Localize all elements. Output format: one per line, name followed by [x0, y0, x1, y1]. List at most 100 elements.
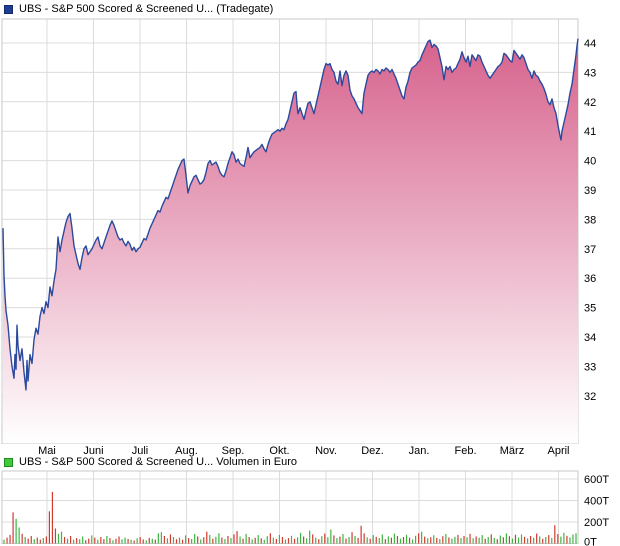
volume-bar: [145, 540, 147, 544]
volume-bar: [533, 537, 535, 544]
volume-bar: [363, 533, 365, 544]
volume-bar: [130, 539, 132, 544]
price-ytick-label: 34: [584, 332, 596, 344]
volume-bar: [66, 538, 69, 544]
volume-bar: [112, 540, 114, 544]
volume-bar: [269, 533, 271, 544]
volume-bar: [387, 536, 389, 544]
volume-bar: [315, 537, 317, 544]
volume-bar: [63, 537, 66, 544]
volume-bar: [245, 533, 247, 544]
volume-bar: [306, 538, 308, 544]
volume-bar: [354, 536, 356, 544]
volume-bar: [69, 536, 72, 544]
month-label: März: [500, 445, 524, 457]
volume-bar: [520, 534, 523, 544]
volume-bar: [160, 532, 162, 544]
volume-bar: [342, 534, 344, 544]
volume-bar: [548, 535, 550, 544]
price-ytick-label: 38: [584, 214, 596, 226]
volume-bar: [263, 539, 265, 544]
price-line: [2, 38, 579, 391]
volume-bar: [215, 536, 217, 544]
volume-bar: [321, 536, 323, 544]
volume-bar: [21, 533, 23, 544]
volume-bar: [481, 535, 483, 544]
volume-bar: [236, 531, 238, 544]
volume-bar: [27, 538, 29, 544]
volume-bar: [239, 536, 241, 544]
volume-bar: [545, 537, 547, 544]
volume-bar: [402, 537, 405, 544]
volume-bar: [184, 535, 187, 544]
volume-bar: [563, 532, 565, 544]
volume-bar: [197, 536, 199, 544]
volume-bar: [360, 525, 362, 544]
volume-bar: [530, 536, 532, 544]
volume-plot-frame: [1, 470, 579, 544]
volume-bar: [418, 533, 420, 544]
volume-bar: [490, 534, 492, 544]
volume-bar: [372, 535, 374, 544]
volume-bar: [151, 538, 153, 544]
month-label: Okt.: [269, 445, 289, 457]
volume-bar: [502, 537, 504, 544]
volume-bar: [569, 537, 571, 544]
price-plot-area[interactable]: [2, 19, 578, 444]
volume-bar: [227, 536, 229, 544]
volume-bar: [496, 539, 498, 544]
volume-bar: [233, 534, 235, 544]
volume-bar: [248, 537, 250, 544]
volume-bar: [433, 535, 435, 544]
volume-bar: [508, 536, 511, 544]
price-ytick-label: 36: [584, 273, 596, 285]
volume-bar: [12, 512, 14, 544]
price-legend-swatch-icon: [4, 4, 13, 14]
volume-bar: [309, 530, 311, 544]
price-pane-title-label: UBS - S&P 500 Scored & Screened U... (Tr…: [19, 3, 274, 15]
volume-bar: [212, 538, 214, 544]
volume-bar: [427, 538, 429, 544]
volume-bar: [554, 525, 556, 544]
volume-bar: [3, 539, 5, 544]
volume-bar: [439, 539, 441, 544]
volume-bar: [411, 539, 414, 544]
volume-bar: [127, 539, 129, 544]
volume-bar: [290, 535, 293, 544]
volume-ytick-label: 400T: [584, 496, 609, 508]
volume-bar: [260, 538, 262, 544]
volume-bar: [76, 538, 78, 544]
volume-bar: [48, 511, 50, 544]
volume-bar: [333, 535, 335, 544]
volume-bar: [142, 539, 144, 544]
volume-bar: [505, 533, 507, 544]
volume-bar: [272, 537, 274, 544]
volume-bar: [472, 538, 474, 544]
volume-bar: [384, 539, 386, 544]
price-ytick-label: 44: [584, 38, 596, 50]
volume-bar: [336, 538, 338, 544]
volume-bar: [85, 540, 87, 544]
volume-bar: [251, 539, 253, 544]
volume-bar: [133, 540, 135, 544]
volume-bar: [442, 536, 444, 544]
volume-bar: [351, 532, 353, 544]
volume-bar: [281, 537, 284, 544]
volume-bar: [378, 538, 380, 544]
volume-bar: [284, 539, 287, 544]
volume-bar: [369, 538, 371, 544]
volume-bar: [163, 536, 165, 544]
volume-bar: [430, 537, 432, 544]
volume-bar: [293, 538, 296, 544]
month-label: Mai: [38, 445, 56, 457]
volume-bar: [257, 535, 259, 544]
volume-bar: [551, 537, 553, 544]
volume-bar: [100, 537, 102, 544]
volume-plot-area[interactable]: [2, 471, 578, 544]
volume-bar: [348, 537, 350, 544]
volume-bar: [296, 537, 299, 544]
volume-bar: [194, 534, 196, 544]
volume-bar: [275, 539, 277, 544]
volume-bar: [39, 539, 41, 544]
